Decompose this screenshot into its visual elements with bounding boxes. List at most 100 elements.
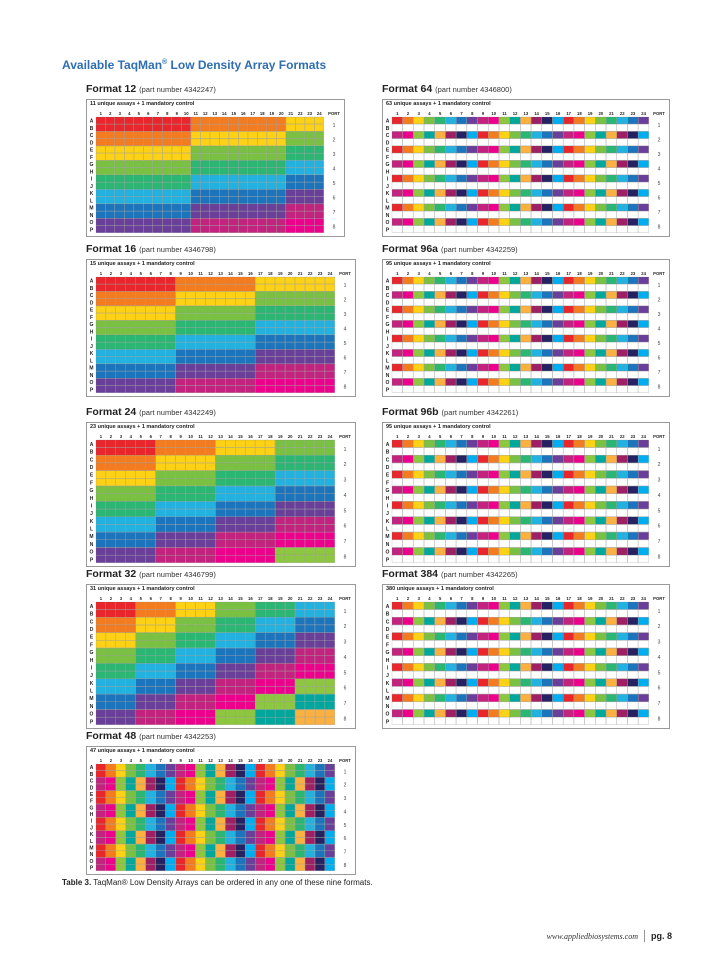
well — [165, 501, 176, 509]
well — [145, 844, 156, 851]
well — [155, 320, 166, 328]
well — [265, 493, 276, 502]
port-header: PORT — [339, 271, 351, 276]
well — [434, 218, 446, 226]
well — [95, 356, 106, 364]
well — [285, 196, 296, 204]
well — [215, 810, 226, 818]
well — [215, 447, 226, 456]
well — [616, 717, 628, 725]
well — [573, 547, 585, 556]
well — [541, 189, 553, 197]
well — [573, 160, 585, 168]
well — [616, 547, 628, 556]
row-letter: O — [90, 712, 94, 718]
well — [190, 167, 201, 175]
well — [531, 609, 542, 618]
well — [115, 777, 126, 784]
row-letter: E — [386, 635, 390, 641]
grid-svg: 1 2 3 4 5 6 7 8 9 10 11 12 13 14 15 16 17 18 19 20 21 22 23 24 P… — [89, 596, 351, 725]
well — [195, 555, 206, 563]
well — [402, 486, 414, 494]
well — [456, 313, 467, 321]
well — [205, 276, 216, 285]
well — [477, 276, 489, 285]
well — [152, 218, 163, 226]
well — [195, 342, 206, 350]
column-number: 6 — [150, 596, 153, 601]
column-number: 3 — [119, 111, 122, 116]
well — [402, 447, 414, 456]
well — [616, 694, 628, 702]
well — [295, 225, 305, 233]
well — [391, 218, 403, 226]
well — [552, 493, 564, 502]
row-letter: A — [386, 279, 390, 285]
well — [235, 298, 246, 306]
well — [135, 516, 146, 525]
well — [520, 153, 532, 161]
well — [563, 276, 574, 285]
well — [531, 539, 542, 548]
well — [413, 276, 424, 285]
well — [95, 447, 106, 456]
well — [135, 694, 146, 702]
well — [225, 455, 236, 463]
well — [125, 284, 136, 292]
well — [235, 777, 246, 784]
well — [105, 218, 115, 226]
column-number: 14 — [228, 758, 233, 763]
well — [115, 470, 126, 479]
well — [498, 371, 510, 379]
well — [456, 601, 467, 610]
well — [627, 167, 639, 175]
well — [573, 539, 585, 548]
well — [219, 160, 229, 168]
well — [531, 356, 542, 364]
well — [165, 276, 176, 285]
well — [445, 116, 457, 125]
well — [520, 196, 532, 204]
well — [314, 276, 325, 285]
well — [445, 378, 457, 386]
well — [105, 486, 116, 494]
well — [584, 371, 596, 379]
well — [305, 363, 315, 372]
footer-url[interactable]: www.appliedbiosystems.com — [546, 931, 638, 941]
well — [245, 830, 256, 838]
well — [606, 211, 617, 219]
well — [185, 385, 196, 393]
well — [456, 371, 467, 379]
well — [488, 385, 499, 393]
well — [245, 663, 256, 671]
well — [391, 655, 403, 664]
column-number: 13 — [524, 271, 529, 276]
well — [235, 797, 246, 804]
well — [424, 524, 435, 533]
row-letter: E — [90, 473, 94, 479]
well — [275, 342, 286, 350]
well — [185, 298, 196, 306]
well — [115, 624, 126, 633]
well — [531, 617, 542, 625]
well — [456, 284, 467, 292]
well — [573, 694, 585, 702]
well — [638, 313, 649, 321]
well — [573, 189, 585, 197]
well — [165, 478, 176, 486]
well — [552, 371, 564, 379]
row-letter: J — [90, 673, 93, 679]
well — [165, 804, 176, 811]
well — [115, 524, 126, 533]
well — [552, 189, 564, 197]
well — [531, 555, 542, 563]
column-number: 3 — [418, 434, 421, 439]
well — [155, 797, 166, 804]
row-letter: A — [386, 442, 390, 448]
row-letter: J — [90, 344, 93, 350]
well — [305, 817, 315, 824]
well — [265, 655, 276, 664]
column-number: 2 — [110, 434, 113, 439]
well — [627, 334, 639, 343]
well — [185, 349, 196, 357]
